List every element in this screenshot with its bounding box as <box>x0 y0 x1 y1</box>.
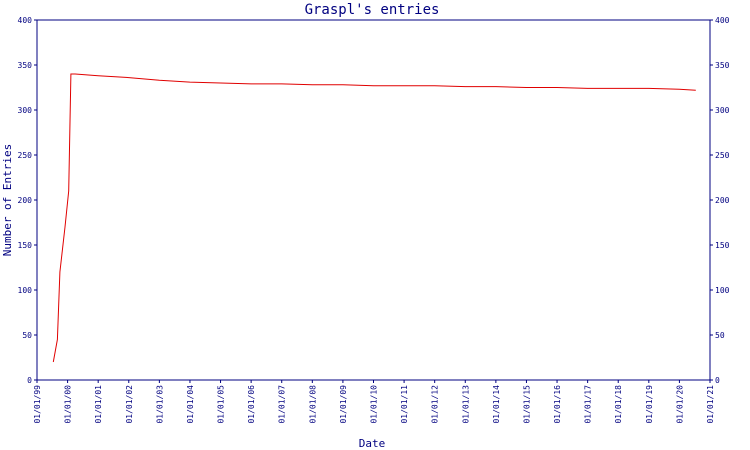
y-tick-label-right: 0 <box>715 376 720 385</box>
x-tick-label: 01/01/06 <box>247 385 256 424</box>
y-tick-label-left: 200 <box>18 196 33 205</box>
y-tick-label-left: 0 <box>27 376 32 385</box>
x-tick-label: 01/01/19 <box>645 385 654 424</box>
x-tick-label: 01/01/17 <box>584 385 593 424</box>
y-tick-label-left: 50 <box>22 331 32 340</box>
x-tick-label: 01/01/18 <box>614 385 623 424</box>
y-tick-label-left: 400 <box>18 16 33 25</box>
series-group <box>52 73 696 363</box>
y-tick-label-left: 250 <box>18 151 33 160</box>
plot-frame <box>36 19 711 381</box>
x-tick-label: 01/01/03 <box>155 385 164 424</box>
series-line <box>52 73 696 363</box>
x-tick-label: 01/01/14 <box>492 385 501 424</box>
x-tick-label: 01/01/16 <box>553 385 562 424</box>
y-axis-left: 0 50 100 150 200 250 300 350 400 <box>18 16 37 385</box>
y-tick-label-right: 250 <box>715 151 730 160</box>
y-tick-label-left: 350 <box>18 61 33 70</box>
y-tick-label-right: 50 <box>715 331 725 340</box>
chart-title: Graspl's entries <box>305 2 440 18</box>
y-tick-label-left: 300 <box>18 106 33 115</box>
x-axis-label: Date <box>359 437 386 450</box>
x-tick-label: 01/01/13 <box>461 385 470 424</box>
y-tick-label-right: 100 <box>715 286 730 295</box>
y-tick-label-right: 350 <box>715 61 730 70</box>
plot-border <box>36 19 711 381</box>
y-tick-label-right: 400 <box>715 16 730 25</box>
x-tick-label: 01/01/05 <box>217 385 226 424</box>
y-tick-label-left: 100 <box>18 286 33 295</box>
y-axis-right: 0 50 100 150 200 250 300 350 400 <box>710 16 730 385</box>
x-tick-label: 01/01/99 <box>33 385 42 424</box>
x-tick-label: 01/01/21 <box>706 385 715 424</box>
x-tick-label: 01/01/20 <box>675 385 684 424</box>
x-tick-label: 01/01/15 <box>522 385 531 424</box>
y-tick-label-right: 300 <box>715 106 730 115</box>
y-tick-label-left: 150 <box>18 241 33 250</box>
x-axis: 01/01/99 01/01/00 01/01/01 01/01/02 01/01/03… <box>33 380 715 424</box>
x-tick-label: 01/01/04 <box>186 385 195 424</box>
x-tick-label: 01/01/01 <box>94 385 103 424</box>
x-tick-label: 01/01/02 <box>125 385 134 424</box>
x-tick-label: 01/01/10 <box>370 385 379 424</box>
x-tick-label: 01/01/00 <box>64 385 73 424</box>
y-tick-label-right: 150 <box>715 241 730 250</box>
x-tick-label: 01/01/08 <box>308 385 317 424</box>
x-tick-label: 01/01/12 <box>431 385 440 424</box>
x-tick-label: 01/01/11 <box>400 385 409 424</box>
y-tick-label-right: 200 <box>715 196 730 205</box>
y-axis-label: Number of Entries <box>1 144 14 257</box>
x-tick-label: 01/01/07 <box>278 385 287 424</box>
x-tick-label: 01/01/09 <box>339 385 348 424</box>
